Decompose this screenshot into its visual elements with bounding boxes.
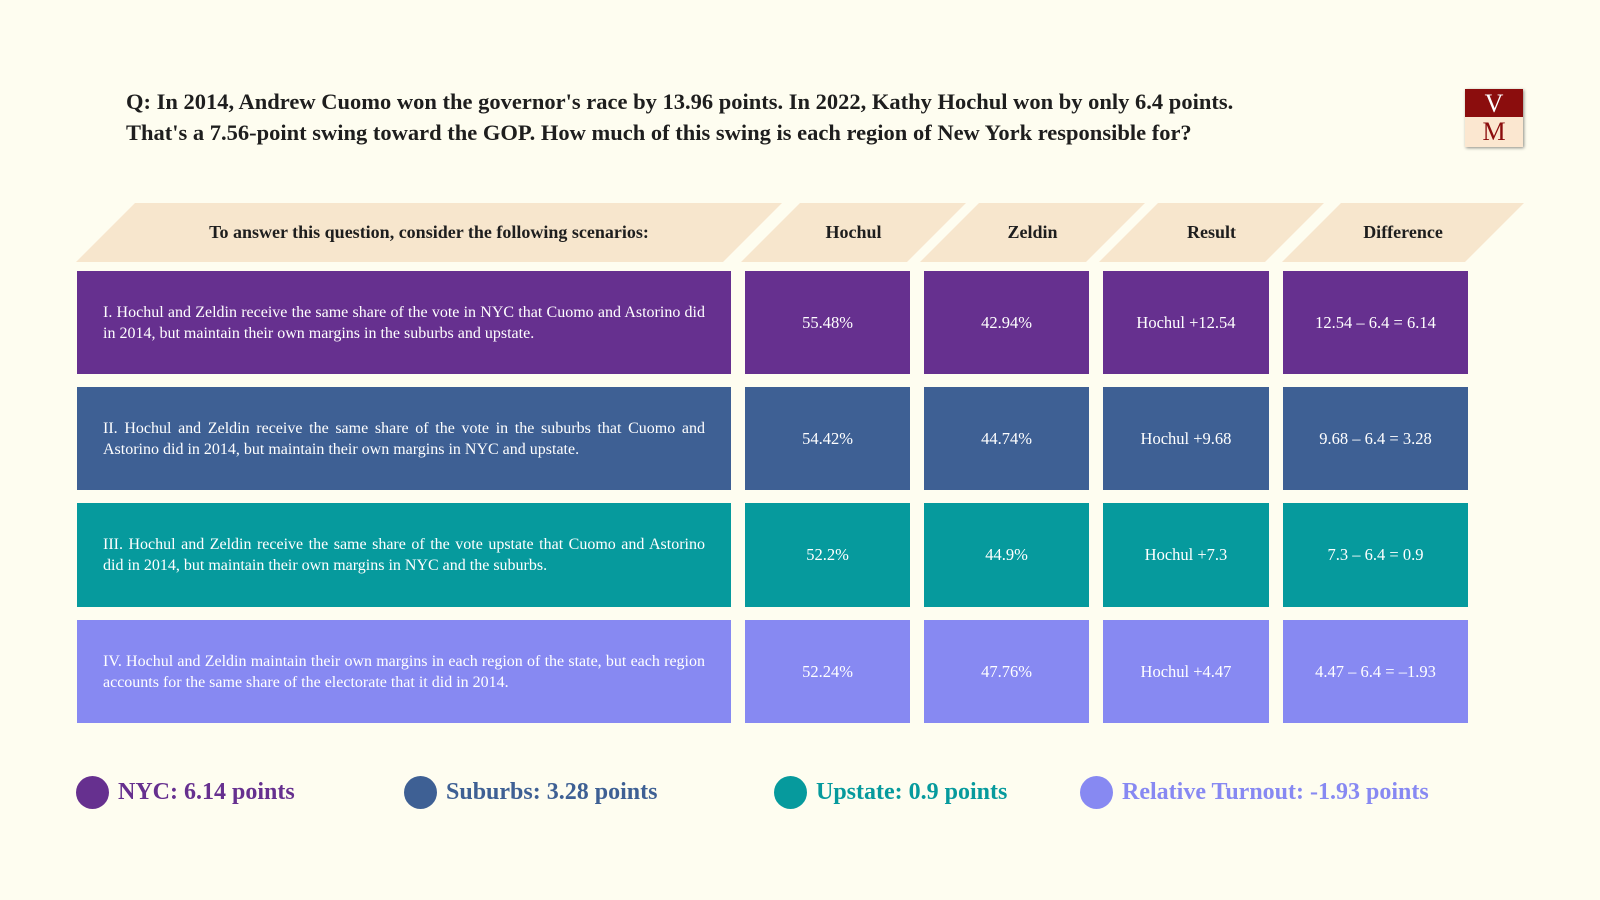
scenario-3-description: III. Hochul and Zeldin receive the same … bbox=[77, 503, 731, 607]
scenario-4-hochul: 52.24% bbox=[745, 620, 910, 723]
header-difference: Difference bbox=[1282, 203, 1524, 262]
header-scenarios: To answer this question, consider the fo… bbox=[76, 203, 782, 262]
scenario-4-zeldin: 47.76% bbox=[924, 620, 1089, 723]
header-zeldin: Zeldin bbox=[920, 203, 1145, 262]
scenario-1-difference: 12.54 – 6.4 = 6.14 bbox=[1283, 271, 1468, 374]
legend-relative-turnout: Relative Turnout: -1.93 points bbox=[1080, 776, 1429, 809]
scenario-3-hochul: 52.2% bbox=[745, 503, 910, 607]
header-result-label: Result bbox=[1187, 222, 1236, 242]
logo-letter-v: V bbox=[1465, 89, 1523, 118]
header-hochul: Hochul bbox=[741, 203, 966, 262]
scenario-2-hochul: 54.42% bbox=[745, 387, 910, 490]
header-hochul-label: Hochul bbox=[825, 222, 882, 242]
header-zeldin-label: Zeldin bbox=[1007, 222, 1058, 242]
scenario-3-difference: 7.3 – 6.4 = 0.9 bbox=[1283, 503, 1468, 607]
header-scenarios-label: To answer this question, consider the fo… bbox=[209, 222, 649, 242]
question-text: Q: In 2014, Andrew Cuomo won the governo… bbox=[126, 86, 1446, 148]
scenario-1-hochul: 55.48% bbox=[745, 271, 910, 374]
legend-upstate: Upstate: 0.9 points bbox=[774, 776, 1007, 809]
vm-logo: V M bbox=[1465, 89, 1523, 147]
scenario-1-description: I. Hochul and Zeldin receive the same sh… bbox=[77, 271, 731, 374]
legend-suburbs-label: Suburbs: 3.28 points bbox=[446, 779, 658, 805]
legend-upstate-label: Upstate: 0.9 points bbox=[816, 779, 1008, 805]
logo-letter-m: M bbox=[1465, 117, 1523, 147]
legend-suburbs: Suburbs: 3.28 points bbox=[404, 776, 657, 809]
scenario-2-description: II. Hochul and Zeldin receive the same s… bbox=[77, 387, 731, 490]
legend-relative-turnout-dot bbox=[1080, 776, 1113, 809]
scenario-2-result: Hochul +9.68 bbox=[1103, 387, 1269, 490]
scenario-2-difference: 9.68 – 6.4 = 3.28 bbox=[1283, 387, 1468, 490]
scenario-3-zeldin: 44.9% bbox=[924, 503, 1089, 607]
legend-nyc-label: NYC: 6.14 points bbox=[118, 779, 295, 805]
legend-upstate-dot bbox=[774, 776, 807, 809]
legend-relative-turnout-label: Relative Turnout: -1.93 points bbox=[1122, 779, 1429, 805]
question-line-1: Q: In 2014, Andrew Cuomo won the governo… bbox=[126, 89, 1234, 114]
scenario-4-description: IV. Hochul and Zeldin maintain their own… bbox=[77, 620, 731, 723]
header-result: Result bbox=[1099, 203, 1324, 262]
legend-nyc-dot bbox=[76, 776, 109, 809]
scenario-2-zeldin: 44.74% bbox=[924, 387, 1089, 490]
scenario-4-result: Hochul +4.47 bbox=[1103, 620, 1269, 723]
scenario-4-difference: 4.47 – 6.4 = –1.93 bbox=[1283, 620, 1468, 723]
scenario-3-result: Hochul +7.3 bbox=[1103, 503, 1269, 607]
legend-nyc: NYC: 6.14 points bbox=[76, 776, 295, 809]
legend-suburbs-dot bbox=[404, 776, 437, 809]
scenario-1-result: Hochul +12.54 bbox=[1103, 271, 1269, 374]
question-line-2: That's a 7.56-point swing toward the GOP… bbox=[126, 120, 1192, 145]
scenario-1-zeldin: 42.94% bbox=[924, 271, 1089, 374]
header-difference-label: Difference bbox=[1363, 222, 1443, 242]
